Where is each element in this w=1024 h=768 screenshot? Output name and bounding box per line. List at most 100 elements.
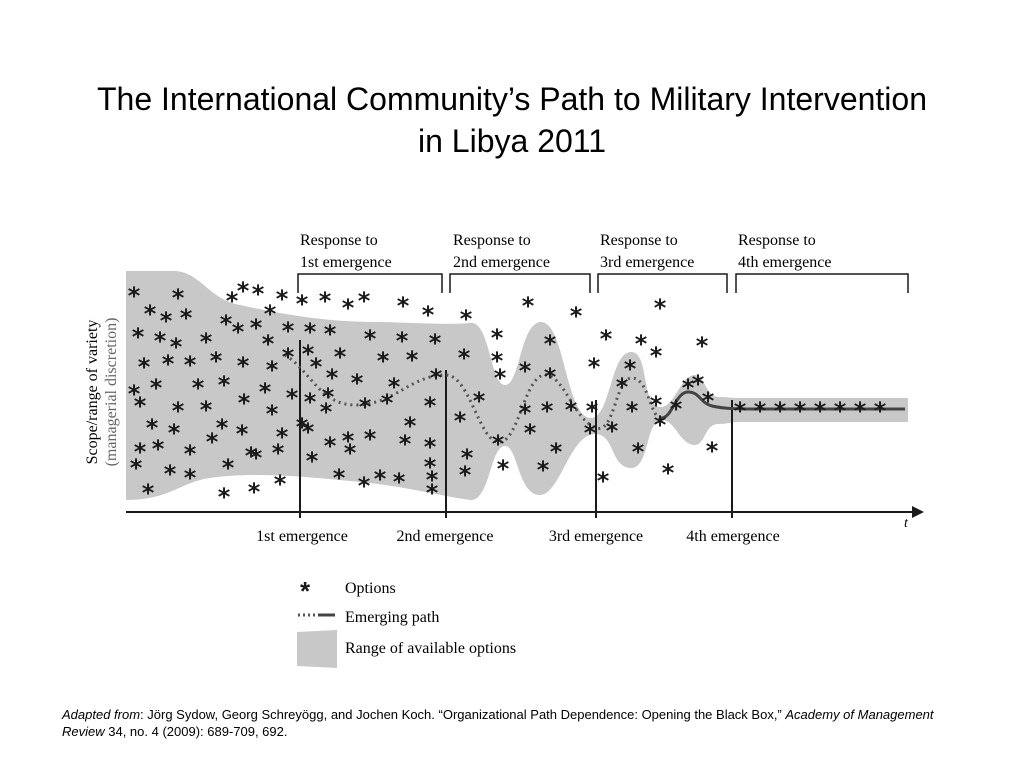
option-asterisk: * xyxy=(324,432,337,460)
option-asterisk: * xyxy=(320,398,333,426)
option-asterisk: * xyxy=(650,342,663,370)
option-asterisk: * xyxy=(524,419,537,447)
option-asterisk: * xyxy=(333,464,346,492)
option-asterisk: * xyxy=(146,414,159,442)
emergence-label-1: 1st emergence xyxy=(256,528,348,545)
option-asterisk: * xyxy=(541,397,554,425)
option-asterisk: * xyxy=(702,387,715,415)
option-asterisk: * xyxy=(282,343,295,371)
option-asterisk: * xyxy=(334,343,347,371)
option-asterisk: * xyxy=(494,364,507,392)
response-label-4-line-1: Response to xyxy=(738,232,816,249)
option-asterisk: * xyxy=(266,356,279,384)
option-asterisk: * xyxy=(296,413,309,441)
option-asterisk: * xyxy=(274,470,287,498)
option-asterisk: * xyxy=(200,328,213,356)
slide-title: The International Community’s Path to Mi… xyxy=(0,78,1024,162)
option-asterisk: * xyxy=(426,466,439,494)
option-asterisk: * xyxy=(132,323,145,351)
option-asterisk: * xyxy=(306,447,319,475)
option-asterisk: * xyxy=(632,438,645,466)
option-asterisk: * xyxy=(662,459,675,487)
option-asterisk: * xyxy=(134,438,147,466)
option-asterisk: * xyxy=(359,393,372,421)
option-asterisk: * xyxy=(237,277,250,305)
caption-authors: : Jörg Sydow, Georg Schreyögg, and Joche… xyxy=(140,707,786,722)
option-asterisk: * xyxy=(588,353,601,381)
option-asterisk: * xyxy=(522,292,535,320)
option-asterisk: * xyxy=(696,332,709,360)
option-asterisk: * xyxy=(519,399,532,427)
option-asterisk: * xyxy=(138,353,151,381)
option-asterisk: * xyxy=(426,479,439,507)
option-asterisk: * xyxy=(597,467,610,495)
option-asterisk: * xyxy=(184,351,197,379)
option-asterisk: * xyxy=(134,392,147,420)
option-asterisk: * xyxy=(250,314,263,342)
option-asterisk: * xyxy=(682,374,695,402)
option-asterisk: * xyxy=(460,305,473,333)
caption-journal: Academy of Management Review xyxy=(62,707,934,739)
title-line-2: in Libya 2011 xyxy=(418,123,606,159)
option-asterisk: * xyxy=(236,420,249,448)
option-asterisk: * xyxy=(491,347,504,375)
option-asterisk: * xyxy=(322,383,335,411)
option-asterisk: * xyxy=(245,442,258,470)
option-asterisk: * xyxy=(459,461,472,489)
option-asterisk: * xyxy=(218,483,231,511)
option-asterisk: * xyxy=(550,438,563,466)
option-asterisk: * xyxy=(381,389,394,417)
option-asterisk: * xyxy=(706,437,719,465)
option-asterisk: * xyxy=(142,479,155,507)
option-asterisk: * xyxy=(794,397,807,425)
option-asterisk: * xyxy=(286,384,299,412)
option-asterisk: * xyxy=(650,391,663,419)
option-asterisk: * xyxy=(692,370,705,398)
option-asterisk: * xyxy=(754,397,767,425)
caption-details: 34, no. 4 (2009): 689-709, 692. xyxy=(104,724,288,739)
caption-adapted-from: Adapted from xyxy=(62,707,141,722)
option-asterisk: * xyxy=(310,353,323,381)
option-asterisk: * xyxy=(144,300,157,328)
option-asterisk: * xyxy=(491,324,504,352)
response-bracket-4 xyxy=(735,273,909,293)
option-asterisk: * xyxy=(276,423,289,451)
option-asterisk: * xyxy=(570,302,583,330)
option-asterisk: * xyxy=(399,430,412,458)
option-asterisk: * xyxy=(358,287,371,315)
option-asterisk: * xyxy=(200,396,213,424)
response-label-2-line-2: 2nd emergence xyxy=(453,254,550,271)
option-asterisk: * xyxy=(222,454,235,482)
x-axis-arrowhead xyxy=(912,506,924,518)
option-asterisk: * xyxy=(624,355,637,383)
option-asterisk: * xyxy=(584,419,597,447)
option-asterisk: * xyxy=(232,318,245,346)
option-asterisk: * xyxy=(635,330,648,358)
option-asterisk: * xyxy=(377,347,390,375)
option-asterisk: * xyxy=(492,430,505,458)
legend-range-label: Range of available options xyxy=(345,640,516,657)
option-asterisk: * xyxy=(600,325,613,353)
options-group: * * * * * * * * * * * * * * * * * * * * * * * * * * * * * * * * * * * * * * * *… xyxy=(128,277,887,511)
response-label-3-line-1: Response to xyxy=(600,232,678,249)
option-asterisk: * xyxy=(814,397,827,425)
y-axis-label-line-1: Scope/range of variety xyxy=(84,320,101,465)
emerging-path-solid xyxy=(659,390,905,420)
option-asterisk: * xyxy=(834,397,847,425)
option-asterisk: * xyxy=(264,300,277,328)
option-asterisk: * xyxy=(388,373,401,401)
option-asterisk: * xyxy=(544,330,557,358)
option-asterisk: * xyxy=(364,425,377,453)
option-asterisk: * xyxy=(206,428,219,456)
source-caption: Adapted from: Jörg Sydow, Georg Schreyög… xyxy=(62,706,962,740)
option-asterisk: * xyxy=(128,380,141,408)
option-asterisk: * xyxy=(424,392,437,420)
option-asterisk: * xyxy=(210,347,223,375)
option-asterisk: * xyxy=(130,454,143,482)
option-asterisk: * xyxy=(429,329,442,357)
option-asterisk: * xyxy=(180,304,193,332)
option-asterisk: * xyxy=(302,418,315,446)
option-asterisk: * xyxy=(670,395,683,423)
option-asterisk: * xyxy=(430,364,443,392)
option-asterisk: * xyxy=(616,373,629,401)
